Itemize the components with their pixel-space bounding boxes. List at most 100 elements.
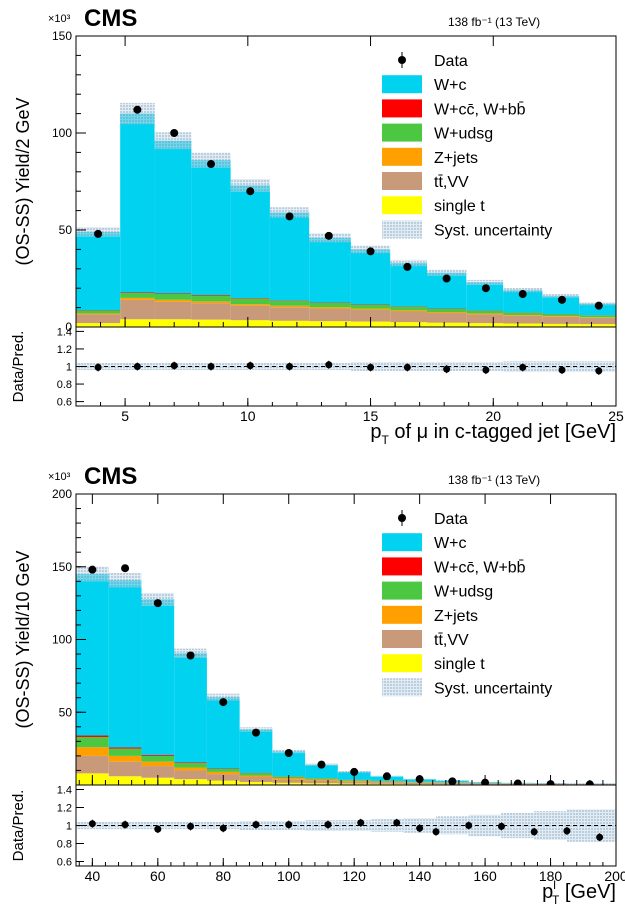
bar-Z+jets-bin-10 <box>466 313 504 315</box>
data-point-2 <box>153 599 162 608</box>
syst-band-bin-0 <box>76 566 109 582</box>
bar-W+c-bin-3 <box>174 653 207 763</box>
legend-swatch-syst <box>382 678 422 697</box>
bar-W+c-bin-4 <box>206 697 240 769</box>
data-point-7 <box>366 247 375 256</box>
legend-label-W+c: W+c <box>434 77 466 94</box>
data-point-9 <box>442 274 451 283</box>
x-tick-label: 20 <box>485 408 501 424</box>
ratio-y-tick-label: 0.8 <box>57 379 72 391</box>
legend-swatch-single-t <box>382 654 422 673</box>
y-tick-label: 50 <box>59 705 73 719</box>
bar-W+udsg-bin-1 <box>108 748 142 756</box>
syst-band-bin-4 <box>230 179 270 192</box>
bar-single-t-bin-7 <box>305 783 338 785</box>
bar-single-t-bin-3 <box>174 779 207 785</box>
legend-swatch-Z+jets <box>382 147 422 166</box>
bar-single-t-bin-8 <box>390 322 427 327</box>
bar-Z+jets-bin-3 <box>174 767 207 771</box>
exponent-label: ×10³ <box>48 13 71 25</box>
y-tick-label: 100 <box>52 633 72 647</box>
ratio-point-13 <box>595 367 603 375</box>
legend-swatch-W+udsg <box>382 581 422 600</box>
bar-Z+jets-bin-13 <box>579 317 616 318</box>
ratio-band-bin-8 <box>337 820 371 831</box>
data-point-7 <box>317 760 326 769</box>
ratio-point-10 <box>416 824 424 832</box>
legend-swatch-W+c <box>382 75 422 94</box>
legend-swatch-W+udsg <box>382 123 422 142</box>
ratio-point-15 <box>563 827 571 835</box>
legend-label-data: Data <box>434 53 468 70</box>
ratio-point-12 <box>558 366 566 374</box>
bar-tt-VV-bin-9 <box>427 313 467 323</box>
ratio-point-16 <box>596 833 604 841</box>
bar-W+udsg-bin-3 <box>174 763 207 768</box>
x-tick-label: 140 <box>408 868 432 884</box>
ratio-point-11 <box>519 363 527 371</box>
bar-Z+jets-bin-1 <box>108 755 142 762</box>
legend-label-data: Data <box>434 511 468 528</box>
bar-W+udsg-bin-1 <box>120 293 155 298</box>
bar-Z+jets-bin-7 <box>305 779 338 781</box>
ratio-point-1 <box>121 821 129 829</box>
bar-W+c-bin-4 <box>230 185 270 299</box>
x-tick-label: 200 <box>604 868 625 884</box>
ratio-y-tick-label: 1.2 <box>57 803 72 815</box>
bar-W+udsg-bin-9 <box>427 308 467 313</box>
bar-tt-VV-bin-0 <box>76 755 109 774</box>
data-point-8 <box>350 767 359 776</box>
bar-single-t-bin-6 <box>309 321 351 327</box>
x-tick-label: 15 <box>363 408 379 424</box>
chart-pt-mu-c-tagged-jet: 0 50 100 150 ×10³ CMS 138 fb⁻¹ (13 TeV) (OS-SS)… <box>10 5 624 447</box>
legend-label-W+cc-bb: W+cc̄, W+bb̄ <box>434 559 526 576</box>
ratio-point-4 <box>246 362 254 370</box>
ratio-point-11 <box>432 828 440 836</box>
ratio-point-6 <box>285 821 293 829</box>
ratio-point-2 <box>170 362 178 370</box>
legend-label-W+udsg: W+udsg <box>434 584 493 601</box>
legend-label-W+c: W+c <box>434 535 466 552</box>
legend-label-single-t: single t <box>434 656 485 673</box>
data-point-0 <box>88 565 97 574</box>
exponent-label: ×10³ <box>48 471 71 483</box>
y-tick-label: 200 <box>52 487 72 501</box>
x-tick-label: 160 <box>473 868 497 884</box>
bar-W+c-bin-11 <box>503 290 543 313</box>
ratio-point-6 <box>325 361 333 369</box>
bar-single-t-bin-1 <box>108 776 142 785</box>
bar-Z+jets-bin-5 <box>269 305 310 308</box>
x-tick-label: 40 <box>85 868 101 884</box>
bar-tt-VV-bin-13 <box>579 317 616 325</box>
bar-Z+jets-bin-4 <box>230 304 270 306</box>
x-tick-label: 10 <box>240 408 256 424</box>
bar-W+c-bin-0 <box>76 231 121 311</box>
bar-Z+jets-bin-1 <box>120 297 155 300</box>
bar-W+c-bin-2 <box>141 599 175 756</box>
syst-band-bin-4 <box>206 693 240 701</box>
data-point-1 <box>121 564 130 573</box>
bar-Z+jets-bin-7 <box>350 308 391 310</box>
bar-W+cc-bb-bin-1 <box>108 747 142 749</box>
data-point-13 <box>594 301 603 310</box>
ratio-point-10 <box>482 366 490 374</box>
bar-Z+jets-bin-0 <box>76 313 121 315</box>
y-tick-label: 150 <box>52 560 72 574</box>
data-point-12 <box>558 295 566 304</box>
data-point-8 <box>403 262 412 271</box>
bar-single-t-bin-11 <box>503 323 543 327</box>
bar-W+udsg-bin-13 <box>579 315 616 318</box>
bar-W+cc-bb-bin-1 <box>120 292 155 294</box>
y-tick-label: 100 <box>52 126 72 140</box>
ratio-point-1 <box>133 363 141 370</box>
bar-Z+jets-bin-0 <box>76 747 109 756</box>
ratio-y-tick-label: 1.4 <box>57 785 72 797</box>
legend-swatch-tt-VV <box>382 172 422 190</box>
data-point-3 <box>186 651 195 660</box>
data-point-6 <box>284 748 293 757</box>
ratio-y-tick-label: 1 <box>66 362 72 374</box>
bar-W+udsg-bin-7 <box>305 778 338 780</box>
legend-label-single-t: single t <box>434 198 485 215</box>
bar-W+c-bin-7 <box>350 249 391 305</box>
bar-W+udsg-bin-6 <box>309 302 351 308</box>
